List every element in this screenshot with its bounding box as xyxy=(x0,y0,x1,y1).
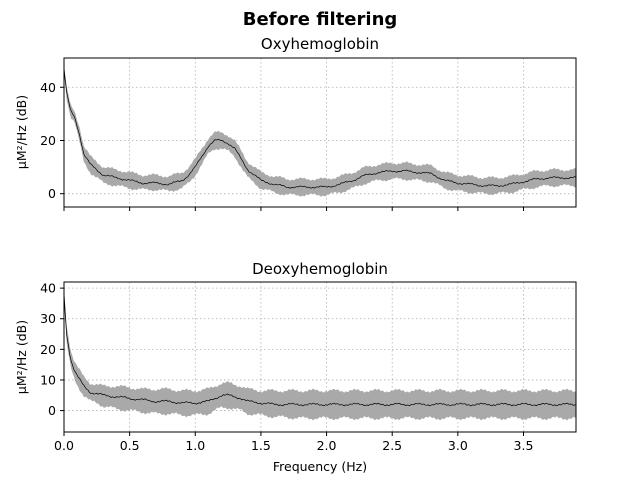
deoxyhemoglobin-frame xyxy=(63,281,577,433)
deoxyhemoglobin-mean-line xyxy=(63,293,577,407)
deoxyhemoglobin-plot xyxy=(63,287,577,421)
deoxyhemoglobin-ytick-label: 20 xyxy=(40,342,56,357)
oxyhemoglobin-ytick-label: 20 xyxy=(40,133,56,148)
deoxyhemoglobin-ticks: 0.0 0.5 1.0 1.5 2.0 2.5 3.0 3.5 0 10 20 30 40 xyxy=(40,281,533,453)
oxyhemoglobin-title: Oxyhemoglobin xyxy=(261,35,379,53)
deoxyhemoglobin-ytick-label: 40 xyxy=(40,281,56,296)
oxyhemoglobin-std-band xyxy=(64,63,576,197)
deoxyhemoglobin-xtick-label: 1.5 xyxy=(251,438,271,453)
oxyhemoglobin-axes: Oxyhemoglobin µM²/Hz (dB) 0 20 40 xyxy=(14,35,577,211)
deoxyhemoglobin-xtick-label: 0.0 xyxy=(54,438,74,453)
deoxyhemoglobin-xlabel: Frequency (Hz) xyxy=(273,459,367,474)
deoxyhemoglobin-ytick-label: 30 xyxy=(40,311,56,326)
deoxyhemoglobin-xtick-label: 2.5 xyxy=(382,438,402,453)
oxyhemoglobin-ylabel: µM²/Hz (dB) xyxy=(14,95,29,169)
oxyhemoglobin-ytick-label: 0 xyxy=(48,186,56,201)
deoxyhemoglobin-xtick-label: 0.5 xyxy=(120,438,140,453)
oxyhemoglobin-plot xyxy=(63,63,577,197)
figure-suptitle: Before filtering xyxy=(243,9,398,30)
deoxyhemoglobin-xtick-label: 2.0 xyxy=(317,438,337,453)
oxyhemoglobin-mean-line xyxy=(63,68,577,189)
oxyhemoglobin-frame xyxy=(63,57,577,208)
deoxyhemoglobin-std-band xyxy=(64,287,576,421)
deoxyhemoglobin-xtick-label: 1.0 xyxy=(185,438,205,453)
oxyhemoglobin-ytick-label: 40 xyxy=(40,80,56,95)
deoxyhemoglobin-axes: Deoxyhemoglobin µM²/Hz (dB) 0.0 0.5 1.0 1.5… xyxy=(14,260,577,474)
deoxyhemoglobin-xtick-label: 3.5 xyxy=(514,438,534,453)
deoxyhemoglobin-xtick-label: 3.0 xyxy=(448,438,468,453)
deoxyhemoglobin-ytick-label: 0 xyxy=(48,403,56,418)
deoxyhemoglobin-ylabel: µM²/Hz (dB) xyxy=(14,320,29,394)
deoxyhemoglobin-ytick-label: 10 xyxy=(40,372,56,387)
oxyhemoglobin-ticks: 0 20 40 xyxy=(40,80,524,211)
deoxyhemoglobin-title: Deoxyhemoglobin xyxy=(252,260,388,278)
